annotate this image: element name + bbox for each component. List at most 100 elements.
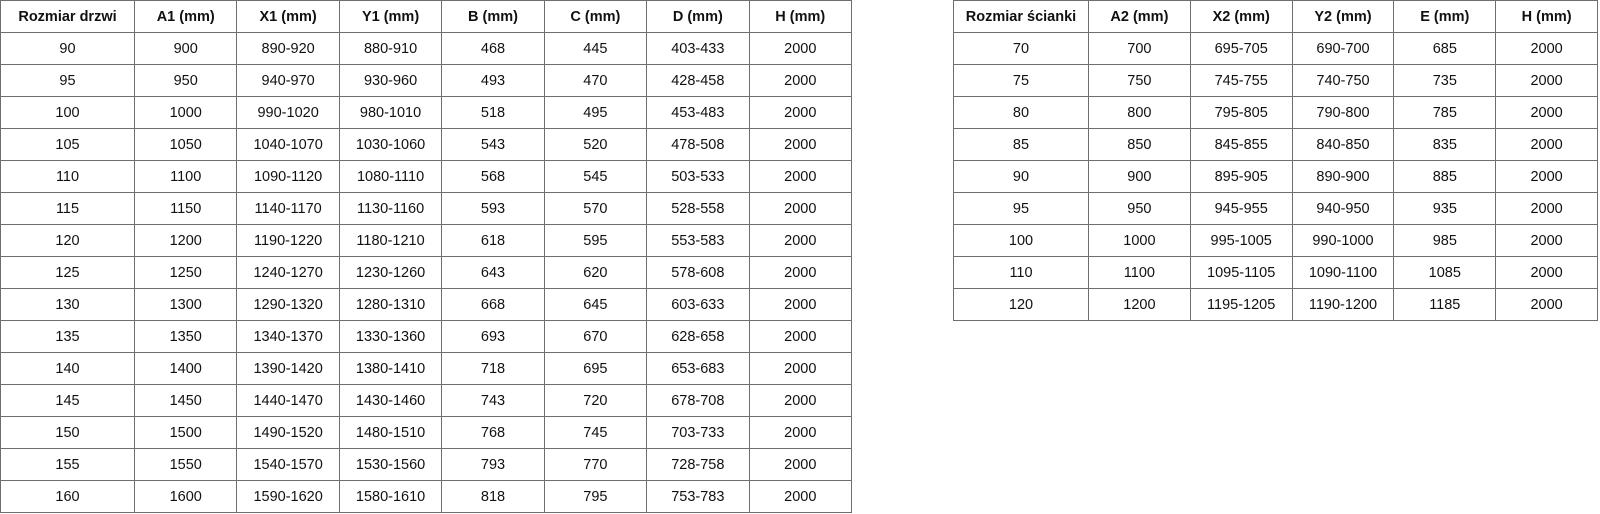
table-cell: 900 [133, 32, 238, 65]
table-cell: 695 [543, 352, 648, 385]
table-cell: 445 [543, 32, 648, 65]
table-cell: 1490-1520 [236, 416, 340, 449]
table-cell: 120 [953, 288, 1089, 321]
column-header: Y2 (mm) [1291, 0, 1395, 33]
table-cell: 940-970 [236, 64, 340, 97]
table-cell: 653-683 [646, 352, 750, 385]
table-cell: 890-920 [236, 32, 340, 65]
table-cell: 110 [953, 256, 1089, 289]
table-row: 90 900 895-905 890-900 885 2000 [953, 160, 1598, 193]
column-header: Rozmiar drzwi [0, 0, 135, 33]
table-cell: 1600 [133, 480, 238, 513]
table-cell: 155 [0, 448, 135, 481]
table-cell: 2000 [1495, 128, 1598, 161]
column-header: D (mm) [646, 0, 750, 33]
column-header: Y1 (mm) [338, 0, 443, 33]
table-cell: 2000 [1495, 64, 1598, 97]
table-row: 120 1200 1190-1220 1180-1210 618 595 553-583 20… [0, 224, 853, 257]
table-cell: 1000 [1088, 224, 1191, 257]
table-cell: 1300 [133, 288, 238, 321]
table-cell: 885 [1393, 160, 1497, 193]
table-cell: 120 [0, 224, 135, 257]
table-cell: 930-960 [338, 64, 443, 97]
table-cell: 2000 [1495, 192, 1598, 225]
table-cell: 895-905 [1189, 160, 1293, 193]
table-cell: 818 [441, 480, 545, 513]
table-row: 130 1300 1290-1320 1280-1310 668 645 603-633 20… [0, 288, 853, 321]
table-cell: 750 [1088, 64, 1191, 97]
table-cell: 2000 [748, 448, 853, 481]
column-header: H (mm) [748, 0, 853, 33]
table-cell: 690-700 [1291, 32, 1395, 65]
header-row: Rozmiar drzwi A1 (mm) X1 (mm) Y1 (mm) B (mm)… [0, 0, 853, 33]
table-row: 135 1350 1340-1370 1330-1360 693 670 628-658 20… [0, 320, 853, 353]
table-cell: 495 [543, 96, 648, 129]
table-cell: 745 [543, 416, 648, 449]
column-header: C (mm) [543, 0, 648, 33]
column-header: B (mm) [441, 0, 545, 33]
table-cell: 985 [1393, 224, 1497, 257]
table-cell: 620 [543, 256, 648, 289]
table-cell: 770 [543, 448, 648, 481]
table-cell: 1140-1170 [236, 192, 340, 225]
table-row: 75 750 745-755 740-750 735 2000 [953, 64, 1598, 97]
table-cell: 703-733 [646, 416, 750, 449]
table-cell: 105 [0, 128, 135, 161]
table-cell: 1040-1070 [236, 128, 340, 161]
table-row: 125 1250 1240-1270 1230-1260 643 620 578-608 20… [0, 256, 853, 289]
table-row: 100 1000 990-1020 980-1010 518 495 453-483 2000 [0, 96, 853, 129]
table-cell: 95 [0, 64, 135, 97]
table-cell: 2000 [748, 224, 853, 257]
table-cell: 140 [0, 352, 135, 385]
table-cell: 1340-1370 [236, 320, 340, 353]
table-row: 110 1100 1095-1105 1090-1100 1085 2000 [953, 256, 1598, 289]
column-header: A1 (mm) [133, 0, 238, 33]
table-cell: 950 [133, 64, 238, 97]
table-cell: 1590-1620 [236, 480, 340, 513]
table-cell: 1540-1570 [236, 448, 340, 481]
table-cell: 95 [953, 192, 1089, 225]
table-cell: 2000 [748, 256, 853, 289]
table-cell: 110 [0, 160, 135, 193]
table-cell: 785 [1393, 96, 1497, 129]
table-row: 80 800 795-805 790-800 785 2000 [953, 96, 1598, 129]
table-cell: 1290-1320 [236, 288, 340, 321]
table-cell: 880-910 [338, 32, 443, 65]
table-cell: 115 [0, 192, 135, 225]
table-cell: 643 [441, 256, 545, 289]
table-cell: 670 [543, 320, 648, 353]
table-cell: 850 [1088, 128, 1191, 161]
table-cell: 1050 [133, 128, 238, 161]
table-cell: 1530-1560 [338, 448, 443, 481]
table-cell: 940-950 [1291, 192, 1395, 225]
table-cell: 543 [441, 128, 545, 161]
table-cell: 2000 [748, 32, 853, 65]
table-cell: 100 [0, 96, 135, 129]
table-cell: 1090-1120 [236, 160, 340, 193]
table-cell: 453-483 [646, 96, 750, 129]
table-cell: 1200 [133, 224, 238, 257]
table-cell: 1085 [1393, 256, 1497, 289]
table-cell: 2000 [748, 160, 853, 193]
table-row: 155 1550 1540-1570 1530-1560 793 770 728-758 20… [0, 448, 853, 481]
column-header: X2 (mm) [1189, 0, 1293, 33]
column-header: H (mm) [1495, 0, 1598, 33]
table-cell: 1100 [133, 160, 238, 193]
table-cell: 160 [0, 480, 135, 513]
table-cell: 743 [441, 384, 545, 417]
table-cell: 145 [0, 384, 135, 417]
table-cell: 1580-1610 [338, 480, 443, 513]
table-cell: 603-633 [646, 288, 750, 321]
table-cell: 995-1005 [1189, 224, 1293, 257]
column-header: Rozmiar ścianki [953, 0, 1089, 33]
table-cell: 2000 [748, 192, 853, 225]
table-cell: 520 [543, 128, 648, 161]
table-cell: 428-458 [646, 64, 750, 97]
table-cell: 593 [441, 192, 545, 225]
table-cell: 2000 [1495, 288, 1598, 321]
table-cell: 795 [543, 480, 648, 513]
table-cell: 1350 [133, 320, 238, 353]
table-cell: 1250 [133, 256, 238, 289]
table-cell: 1080-1110 [338, 160, 443, 193]
table-row: 120 1200 1195-1205 1190-1200 1185 2000 [953, 288, 1598, 321]
